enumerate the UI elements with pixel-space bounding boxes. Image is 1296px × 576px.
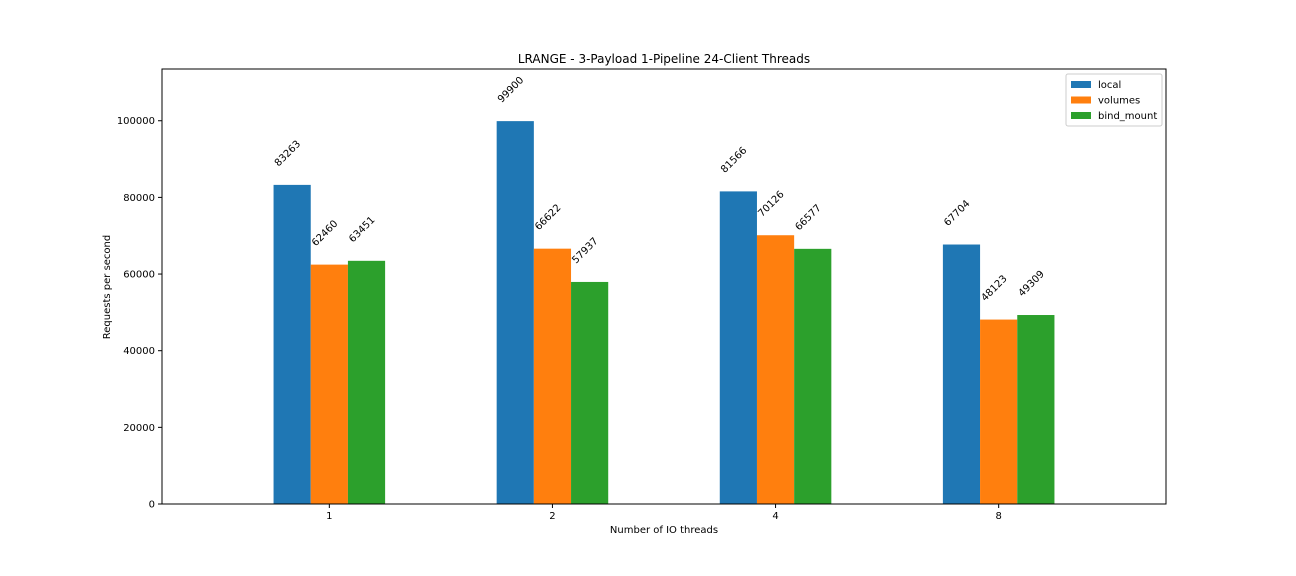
legend-label-local: local xyxy=(1098,80,1121,91)
legend-swatch-local xyxy=(1071,81,1091,88)
bar-local-4 xyxy=(719,191,757,505)
y-tick-label: 80000 xyxy=(123,193,155,204)
bar-value-label: 63451 xyxy=(347,215,377,245)
bar-value-label: 49309 xyxy=(1017,269,1047,299)
bar-value-label: 66622 xyxy=(533,203,563,233)
bar-value-label: 62460 xyxy=(310,218,340,248)
bar-bind_mount-8 xyxy=(1017,315,1055,504)
legend-swatch-bind_mount xyxy=(1071,112,1091,119)
bar-local-1 xyxy=(273,184,311,505)
bar-volumes-8 xyxy=(980,319,1018,504)
chart-title: LRANGE - 3-Payload 1-Pipeline 24-Client … xyxy=(518,52,810,66)
y-tick-label: 40000 xyxy=(123,346,155,357)
bar-value-label: 70126 xyxy=(756,189,786,219)
y-tick-label: 20000 xyxy=(123,423,155,434)
bar-volumes-4 xyxy=(756,235,795,504)
bar-value-label: 67704 xyxy=(942,198,972,228)
bar-bind_mount-2 xyxy=(571,281,609,504)
bar-value-label: 66577 xyxy=(793,203,823,233)
bar-value-label: 48123 xyxy=(979,273,1009,303)
x-tick-label: 8 xyxy=(995,511,1001,522)
bar-value-label: 83263 xyxy=(273,139,303,169)
y-tick-label: 60000 xyxy=(123,270,155,281)
bar-local-8 xyxy=(942,244,981,505)
x-tick-label: 1 xyxy=(326,511,332,522)
bar-local-2 xyxy=(496,121,534,504)
bar-volumes-2 xyxy=(533,248,572,504)
bar-volumes-1 xyxy=(310,264,348,504)
bar-value-label: 99900 xyxy=(496,75,526,105)
x-tick-label: 2 xyxy=(549,511,555,522)
y-axis: 0 20000 40000 60000 80000 100000 xyxy=(117,116,162,511)
bar-value-label: 57937 xyxy=(570,236,600,266)
y-tick-label: 100000 xyxy=(117,116,155,127)
bar-value-label: 81566 xyxy=(719,145,749,175)
legend-label-bind_mount: bind_mount xyxy=(1098,111,1157,122)
bar-bind_mount-4 xyxy=(794,248,832,504)
y-tick-label: 0 xyxy=(149,500,155,511)
x-axis-label: Number of IO threads xyxy=(610,525,718,536)
legend-label-volumes: volumes xyxy=(1098,96,1140,107)
legend-swatch-volumes xyxy=(1071,96,1091,104)
plot-frame xyxy=(161,68,1167,505)
x-axis: 1 2 4 8 xyxy=(326,504,1002,522)
legend: local volumes bind_mount xyxy=(1065,73,1163,127)
y-axis-label: Requests per second xyxy=(102,235,113,339)
bar-bind_mount-1 xyxy=(347,260,386,504)
x-tick-label: 4 xyxy=(772,511,778,522)
